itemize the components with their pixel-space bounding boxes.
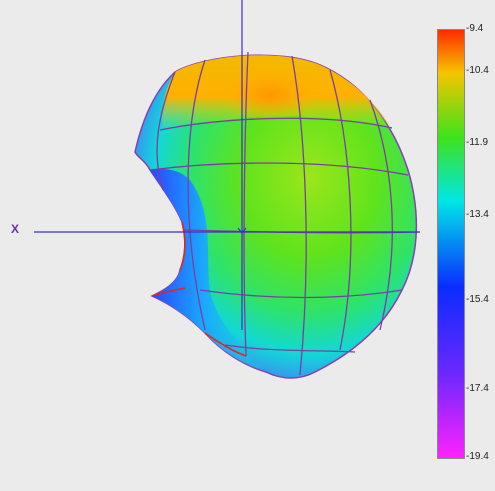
color-scale-label: -19.4 — [466, 452, 489, 462]
color-scale-label: -15.4 — [466, 295, 489, 305]
color-scale-label: -13.4 — [466, 210, 489, 220]
color-scale-label: -17.4 — [466, 384, 489, 394]
color-scale-label: -11.9 — [466, 138, 488, 148]
x-axis-label: X — [11, 222, 19, 236]
surface-hotspot — [222, 67, 318, 123]
color-scale-bar — [437, 29, 465, 459]
color-scale-label: -9.4 — [466, 24, 483, 34]
color-scale-label: -10.4 — [466, 66, 489, 76]
